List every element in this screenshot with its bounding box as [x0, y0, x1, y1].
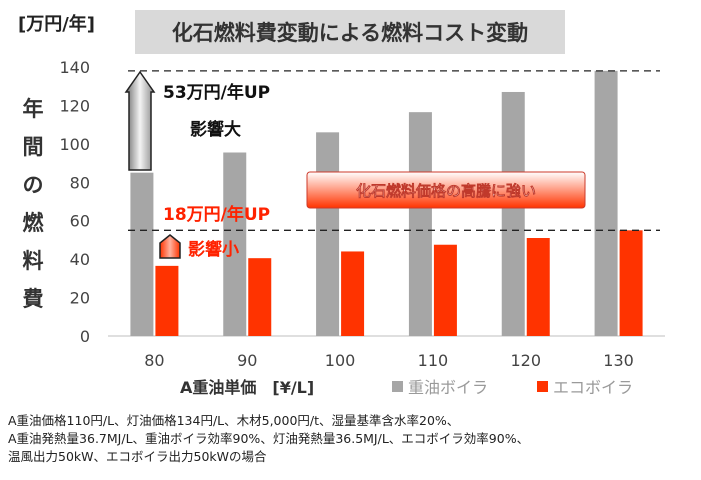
- x-tick-label: 100: [325, 351, 356, 370]
- x-tick-label: 120: [510, 351, 541, 370]
- y-axis-label: 年 間 の 燃 料 費: [20, 90, 46, 318]
- y-axis-label-char: 費: [22, 287, 44, 311]
- footnote-line: A重油価格110円/L、灯油価格134円/L、木材5,000円/t、湿量基準含水…: [8, 413, 460, 428]
- bar-heavy-oil-boiler: [316, 132, 340, 336]
- y-axis-label-char: 料: [22, 249, 44, 273]
- legend-label: 重油ボイラ: [408, 378, 488, 397]
- chart-canvas: 0 20 40 60 80 100 120 140 80 90 100 110 120 130 A重油単価 …: [59, 58, 665, 397]
- bar-heavy-oil-boiler: [130, 172, 154, 336]
- bar-eco-boiler: [155, 265, 179, 336]
- gray-impact-label: 影響大: [190, 119, 241, 140]
- y-tick-label: 120: [59, 96, 90, 115]
- advantage-banner-text: 化石燃料価格の高騰に強い: [356, 182, 536, 200]
- chart-title: 化石燃料費変動による燃料コスト変動: [135, 10, 565, 54]
- y-tick-label: 60: [70, 212, 90, 231]
- gray-up-arrow: [124, 70, 156, 171]
- y-axis-label-char: 年: [22, 97, 44, 121]
- footnote-line: 温風出力50kW、エコボイラ出力50kWの場合: [8, 449, 267, 464]
- x-tick-label: 80: [144, 351, 164, 370]
- y-axis-label-char: の: [22, 173, 44, 197]
- bar-heavy-oil-boiler: [594, 70, 618, 336]
- y-unit-label: [万円/年]: [18, 14, 96, 35]
- red-diff-label: 18万円/年UP: [163, 204, 270, 225]
- y-tick-label: 100: [59, 135, 90, 154]
- advantage-banner: [306, 171, 586, 209]
- bar-eco-boiler: [526, 238, 550, 336]
- y-axis-label-char: 間: [22, 135, 44, 159]
- y-tick-label: 0: [80, 327, 90, 346]
- y-tick-label: 40: [70, 250, 90, 269]
- bar-eco-boiler: [433, 244, 457, 336]
- bar-eco-boiler: [341, 251, 365, 336]
- y-axis-label-char: 燃: [22, 211, 44, 235]
- bar-heavy-oil-boiler: [501, 91, 525, 336]
- red-impact-label: 影響小: [188, 239, 239, 260]
- legend-swatch: [537, 381, 548, 392]
- y-tick-label: 80: [70, 173, 90, 192]
- legend-swatch: [392, 381, 403, 392]
- bar-eco-boiler: [248, 258, 272, 336]
- x-axis-label: A重油単価 [¥/L]: [180, 378, 314, 397]
- bar-heavy-oil-boiler: [408, 112, 432, 337]
- legend-label: エコボイラ: [553, 378, 633, 397]
- bar-heavy-oil-boiler: [223, 152, 247, 336]
- footnote-line: A重油発熱量36.7MJ/L、重油ボイラ効率90%、灯油発熱量36.5MJ/L、…: [8, 431, 530, 446]
- gray-diff-label: 53万円/年UP: [163, 82, 270, 103]
- footnote: A重油価格110円/L、灯油価格134円/L、木材5,000円/t、湿量基準含水…: [8, 412, 529, 466]
- bar-eco-boiler: [619, 230, 643, 336]
- x-tick-label: 130: [603, 351, 634, 370]
- y-tick-label: 140: [59, 58, 90, 77]
- red-up-marker: [159, 234, 181, 259]
- x-tick-label: 90: [237, 351, 257, 370]
- y-tick-label: 20: [70, 289, 90, 308]
- x-tick-label: 110: [418, 351, 449, 370]
